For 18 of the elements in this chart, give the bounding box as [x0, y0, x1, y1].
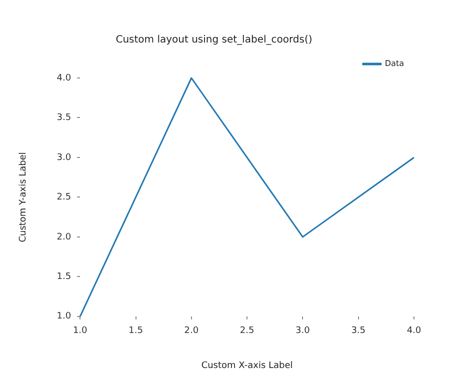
x-tick-label: 1.0 [72, 326, 88, 336]
x-tick-label: 3.0 [296, 326, 310, 336]
x-axis-title: Custom X-axis Label [201, 360, 293, 371]
x-tick-label: 4.0 [406, 326, 422, 336]
y-tick-label: 4.0 [56, 73, 72, 84]
x-tick-label: 2.5 [240, 326, 254, 336]
legend-label: Data [384, 59, 404, 68]
y-tick-label: 1.5 [56, 272, 72, 282]
y-tick-label: 3.0 [56, 152, 72, 163]
y-tick-label: 2.5 [56, 192, 72, 203]
y-tick-label: 2.0 [56, 232, 72, 242]
x-tick-label: 2.0 [184, 326, 199, 336]
y-axis-title: Custom Y-axis Label [18, 152, 29, 242]
x-tick-label: 1.5 [128, 326, 143, 336]
chart-title: Custom layout using set_label_coords() [116, 34, 312, 46]
y-tick-label: 1.0 [56, 312, 72, 322]
x-tick-label: 3.5 [351, 326, 366, 336]
y-tick-label: 3.5 [56, 113, 72, 124]
